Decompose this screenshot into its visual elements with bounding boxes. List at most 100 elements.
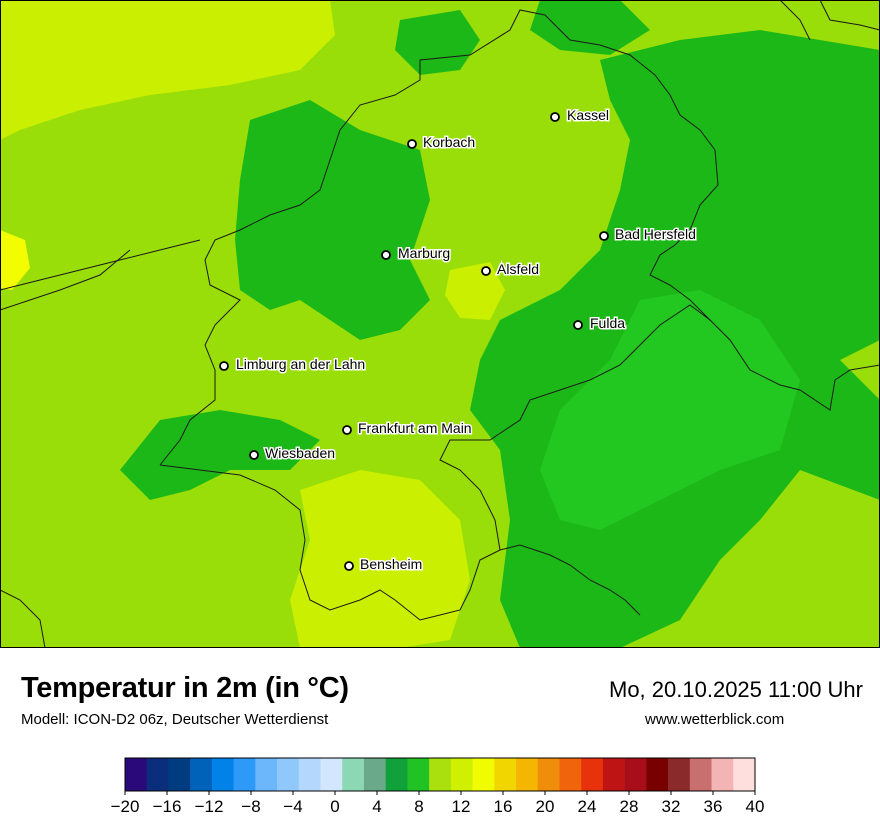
- zone-hottest-west: [0, 230, 30, 290]
- city-label: Alsfeld: [497, 261, 539, 277]
- city-dot: [381, 250, 391, 260]
- zone-cool-northwest: [395, 10, 480, 75]
- city-markers: Kassel Korbach Bad Hersfeld Marburg Alsf…: [219, 106, 697, 574]
- zone-mid-east: [540, 290, 800, 530]
- legend-tick-label: 20: [536, 797, 555, 816]
- legend-swatch: [494, 758, 517, 791]
- city-wiesbaden[interactable]: Wiesbaden: [249, 444, 337, 463]
- city-dot: [344, 561, 354, 571]
- region-borders: [0, 0, 880, 648]
- city-label: Wiesbaden: [265, 445, 335, 461]
- city-dot: [481, 266, 491, 276]
- legend-tick-label: −8: [241, 797, 260, 816]
- legend-swatch: [298, 758, 321, 791]
- state-border-west: [159, 129, 341, 466]
- state-border-north: [339, 9, 880, 411]
- legend-swatch: [646, 758, 669, 791]
- model-source: Modell: ICON-D2 06z, Deutscher Wetterdie…: [21, 711, 329, 728]
- legend-swatch: [559, 758, 582, 791]
- city-bad-hersfeld[interactable]: Bad Hersfeld: [599, 225, 697, 244]
- city-dot: [219, 361, 229, 371]
- city-dot: [550, 112, 560, 122]
- city-bensheim[interactable]: Bensheim: [344, 555, 424, 574]
- forecast-datetime: Mo, 20.10.2025 11:00 Uhr: [609, 677, 863, 702]
- zone-warmer-center: [445, 262, 505, 320]
- city-label: Korbach: [423, 134, 475, 150]
- river-rhine: [0, 239, 201, 291]
- legend-swatch: [537, 758, 560, 791]
- legend-swatch: [581, 758, 604, 791]
- legend-swatch: [190, 758, 213, 791]
- zone-warmer-south: [290, 470, 470, 648]
- legend-tick-label: 24: [578, 797, 597, 816]
- city-label: Marburg: [398, 245, 450, 261]
- city-dot: [342, 425, 352, 435]
- legend-frame: [124, 757, 756, 792]
- legend-tick-label: 0: [330, 797, 339, 816]
- border-ne: [819, 0, 880, 31]
- city-frankfurt-am-main[interactable]: Frankfurt am Main: [342, 419, 473, 438]
- legend-tick-label: 16: [494, 797, 513, 816]
- legend-swatch: [429, 758, 452, 791]
- legend-swatch: [168, 758, 191, 791]
- legend-swatch: [407, 758, 430, 791]
- legend-tick-label: −12: [195, 797, 224, 816]
- city-fulda[interactable]: Fulda: [573, 314, 627, 333]
- legend-swatch: [385, 758, 408, 791]
- website-link[interactable]: www.wetterblick.com: [645, 711, 785, 728]
- legend-swatch: [320, 758, 343, 791]
- legend-tick-label: −20: [111, 797, 140, 816]
- legend-swatch: [602, 758, 625, 791]
- legend-swatch: [233, 758, 256, 791]
- legend-swatch: [516, 758, 539, 791]
- legend-tick-label: 32: [662, 797, 681, 816]
- temperature-map[interactable]: Kassel Korbach Bad Hersfeld Marburg Alsf…: [0, 0, 880, 648]
- legend-swatch: [733, 758, 756, 791]
- city-limburg-an-der-lahn[interactable]: Limburg an der Lahn: [219, 355, 367, 374]
- border-n: [779, 0, 811, 41]
- state-border-east: [439, 304, 711, 551]
- border-sw: [0, 589, 46, 648]
- city-label: Fulda: [590, 315, 625, 331]
- zone-warmer-north: [0, 0, 335, 140]
- zone-cool-north: [530, 0, 650, 55]
- city-kassel[interactable]: Kassel: [550, 106, 611, 125]
- legend-swatch: [472, 758, 495, 791]
- legend-tick-label: 4: [372, 797, 381, 816]
- city-label: Kassel: [567, 107, 609, 123]
- legend-swatch: [624, 758, 647, 791]
- city-korbach[interactable]: Korbach: [407, 133, 477, 152]
- legend-swatch: [255, 758, 278, 791]
- temperature-field: [0, 0, 880, 648]
- legend-swatch: [450, 758, 473, 791]
- state-border-southwest: [159, 464, 641, 621]
- legend-tick-label: 12: [452, 797, 471, 816]
- city-dot: [249, 450, 259, 460]
- legend-tick-label: −16: [153, 797, 182, 816]
- city-alsfeld[interactable]: Alsfeld: [481, 260, 541, 279]
- legend-swatch: [146, 758, 169, 791]
- legend-swatch: [711, 758, 734, 791]
- city-marburg[interactable]: Marburg: [381, 244, 452, 263]
- zone-cool-west: [120, 410, 320, 500]
- border-nw: [0, 249, 131, 311]
- legend-ticks: −20 −16 −12 −8 −4 0 4 8 12 16 20 24 28 32 36 40: [111, 791, 765, 816]
- color-scale-legend: −20 −16 −12 −8 −4 0 4 8 12 16 20 24 28 32 36 40: [111, 757, 765, 816]
- city-dot: [573, 320, 583, 330]
- legend-tick-label: 40: [746, 797, 765, 816]
- legend-swatch: [363, 758, 386, 791]
- legend-swatch: [277, 758, 300, 791]
- legend-swatch: [668, 758, 691, 791]
- legend-tick-label: 36: [704, 797, 723, 816]
- legend-tick-label: −4: [283, 797, 302, 816]
- city-label: Bensheim: [360, 556, 422, 572]
- city-dot: [599, 231, 609, 241]
- map-title: Temperatur in 2m (in °C): [21, 672, 349, 704]
- city-label: Limburg an der Lahn: [236, 356, 365, 372]
- legend-swatch: [211, 758, 234, 791]
- city-label: Frankfurt am Main: [358, 420, 472, 436]
- legend-tick-label: 8: [414, 797, 423, 816]
- legend-swatch: [689, 758, 712, 791]
- city-dot: [407, 139, 417, 149]
- legend-swatch: [125, 758, 148, 791]
